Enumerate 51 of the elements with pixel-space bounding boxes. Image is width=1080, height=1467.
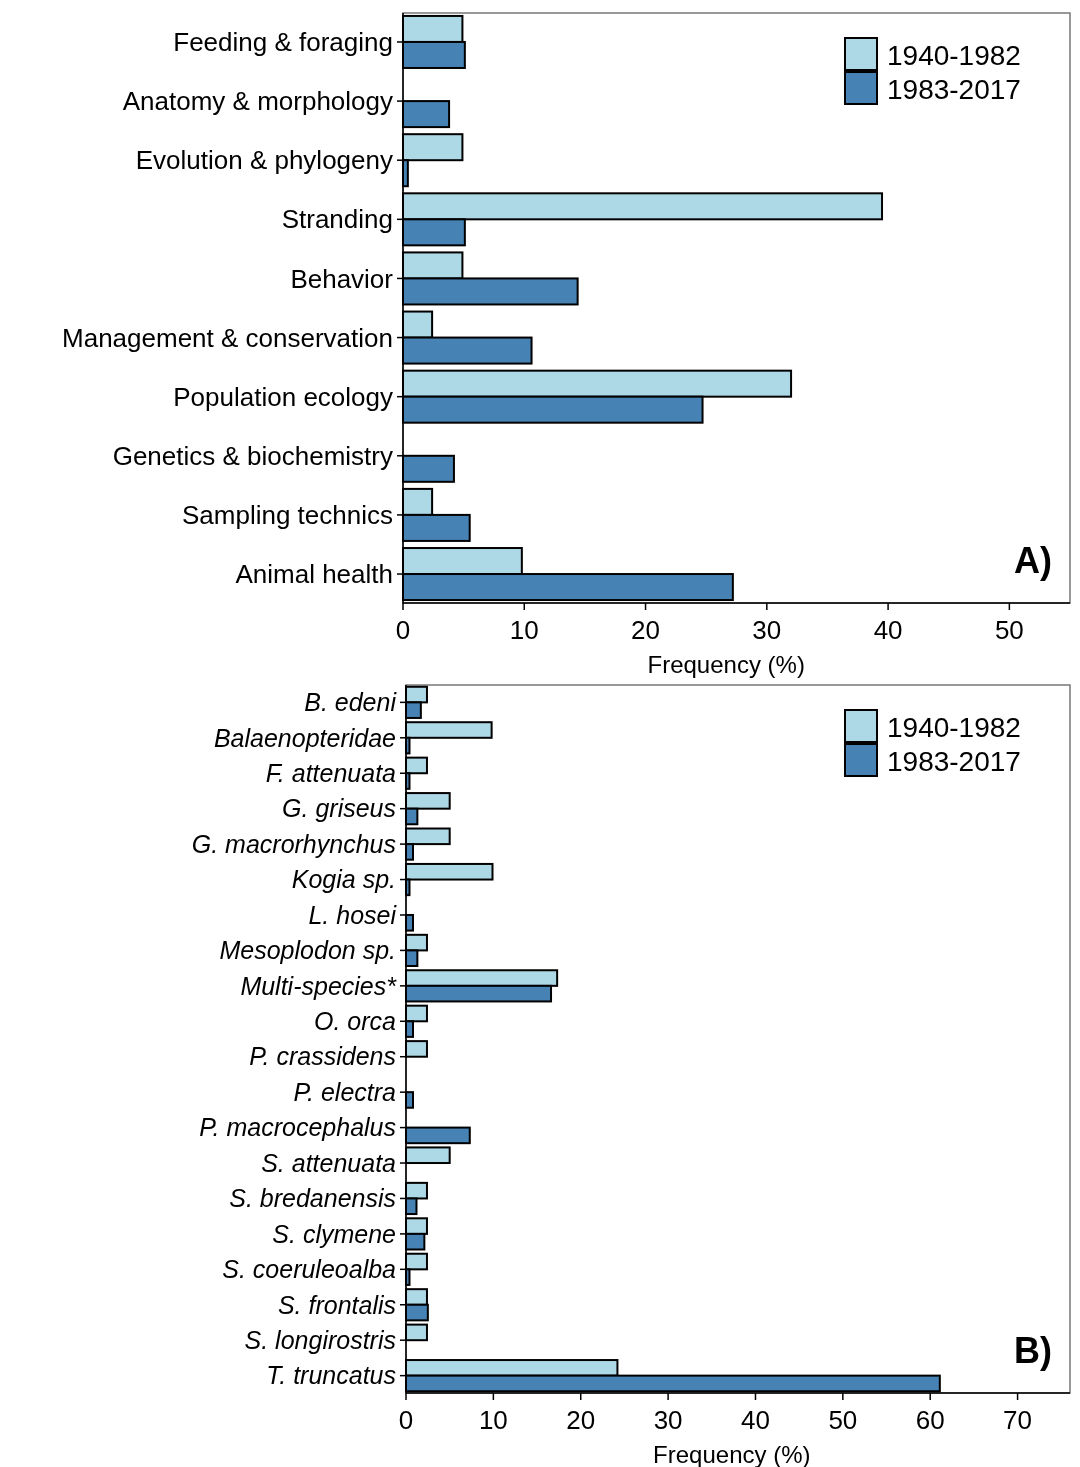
- y-tick-label: B. edeni: [304, 688, 398, 717]
- y-tick-label: Behavior: [290, 263, 394, 294]
- y-tick-label: Mesoplodon sp.: [219, 936, 396, 965]
- y-tick-label: Stranding: [281, 204, 393, 235]
- y-tick-label: O. orca: [314, 1007, 397, 1036]
- x-tick-label: 20: [631, 615, 661, 645]
- y-tick-label: Kogia sp.: [291, 865, 396, 894]
- x-tick-label: 20: [566, 1405, 596, 1435]
- y-tick-label: S. coeruleoalba: [222, 1255, 397, 1284]
- legend-label: 1983-2017: [887, 746, 1021, 777]
- y-tick-label: P. electra: [293, 1077, 397, 1106]
- y-tick-label: S. longirostris: [244, 1325, 396, 1354]
- y-tick-label: Management & conservation: [62, 322, 393, 353]
- y-tick-label: P. macrocephalus: [199, 1113, 396, 1142]
- x-tick-label: 70: [1003, 1405, 1033, 1435]
- y-tick-label: Multi-species*: [240, 971, 398, 1000]
- y-tick-label: S. attenuata: [261, 1148, 397, 1177]
- y-tick-label: Genetics & biochemistry: [112, 440, 393, 471]
- y-tick-label: F. attenuata: [265, 758, 397, 787]
- legend-label: 1940-1982: [887, 712, 1021, 743]
- x-tick-label: 50: [994, 615, 1024, 645]
- y-tick-label: Feeding & foraging: [173, 27, 393, 58]
- x-axis-title: Frequency (%): [647, 651, 805, 678]
- y-tick-label: Sampling technics: [182, 500, 393, 531]
- x-tick-label: 0: [395, 615, 411, 645]
- x-tick-label: 30: [653, 1405, 683, 1435]
- x-tick-label: 10: [509, 615, 539, 645]
- x-tick-label: 10: [478, 1405, 508, 1435]
- y-tick-label: Animal health: [235, 559, 393, 590]
- y-tick-label: P. crassidens: [249, 1042, 396, 1071]
- y-tick-label: Anatomy & morphology: [122, 86, 393, 117]
- y-tick-label: Balaenopteridae: [213, 723, 396, 752]
- annotation: A): [1014, 540, 1052, 581]
- y-tick-label: G. griseus: [282, 794, 396, 823]
- y-tick-label: S. bredanensis: [229, 1184, 396, 1213]
- y-tick-label: L. hosei: [308, 900, 398, 929]
- y-tick-label: T. truncatus: [266, 1361, 396, 1390]
- legend-label: 1983-2017: [887, 74, 1021, 105]
- x-tick-label: 40: [873, 615, 903, 645]
- annotation: B): [1014, 1330, 1052, 1371]
- y-tick-label: G. macrorhynchus: [191, 829, 396, 858]
- y-tick-label: Population ecology: [173, 381, 393, 412]
- x-tick-label: 60: [915, 1405, 945, 1435]
- y-tick-label: S. clymene: [272, 1219, 396, 1248]
- x-tick-label: 40: [741, 1405, 770, 1435]
- x-tick-label: 30: [752, 615, 782, 645]
- y-tick-label: S. frontalis: [277, 1290, 396, 1319]
- x-tick-label: 50: [828, 1405, 858, 1435]
- y-tick-label: Evolution & phylogeny: [135, 145, 393, 176]
- x-tick-label: 0: [398, 1405, 414, 1435]
- legend-label: 1940-1982: [887, 40, 1021, 71]
